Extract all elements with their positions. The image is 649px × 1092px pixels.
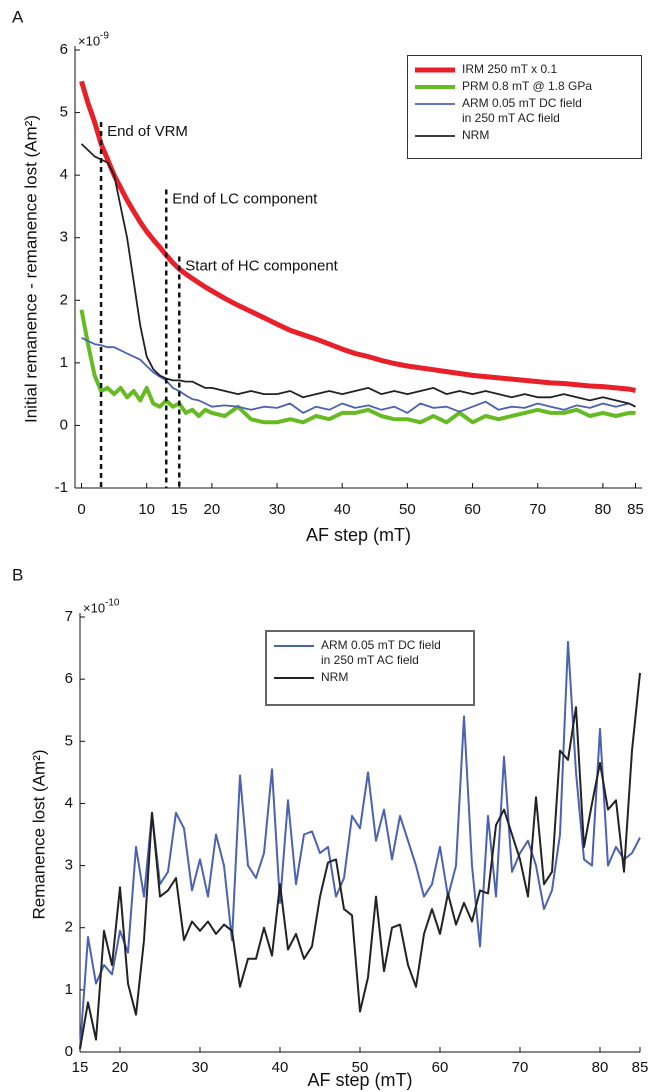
x-tick-label: 15 bbox=[72, 1059, 89, 1076]
legend-swatch bbox=[274, 677, 314, 679]
y-tick-label: 6 bbox=[60, 41, 68, 58]
x-tick-label: 20 bbox=[112, 1059, 129, 1076]
y-tick-label: 3 bbox=[60, 229, 68, 246]
x-axis-label: AF step (mT) bbox=[306, 525, 411, 545]
legend-label: PRM 0.8 mT @ 1.8 GPa bbox=[462, 79, 593, 93]
legend-entry: ARM 0.05 mT DC field in 250 mT AC field bbox=[273, 638, 467, 668]
y-tick-label: 5 bbox=[65, 732, 73, 749]
legend-label: IRM 250 mT x 0.1 bbox=[462, 62, 558, 76]
data-line bbox=[79, 640, 641, 1049]
x-tick-label: 20 bbox=[204, 501, 221, 518]
annotation-text: End of LC component bbox=[172, 191, 318, 208]
y-tick-label: 4 bbox=[60, 166, 68, 183]
x-tick-label: 60 bbox=[432, 1059, 449, 1076]
y-multiplier-base: ×10 bbox=[83, 600, 105, 615]
data-line bbox=[80, 143, 636, 408]
y-tick-label: 1 bbox=[65, 981, 73, 998]
y-tick-label: 5 bbox=[60, 104, 68, 121]
y-tick-label: 0 bbox=[65, 1043, 73, 1060]
legend-entry: ARM 0.05 mT DC field in 250 mT AC field bbox=[414, 96, 635, 126]
data-line bbox=[81, 336, 636, 414]
x-tick-label: 85 bbox=[632, 1059, 649, 1076]
legend-swatch bbox=[415, 135, 455, 137]
y-tick-label: 2 bbox=[65, 919, 73, 936]
y-axis-label: Remanence lost (Am²) bbox=[29, 749, 48, 919]
panel-label: A bbox=[12, 7, 24, 26]
x-tick-label: 0 bbox=[77, 501, 85, 518]
x-tick-label: 40 bbox=[334, 501, 351, 518]
panel-label: B bbox=[12, 565, 23, 584]
legend-entry: PRM 0.8 mT @ 1.8 GPa bbox=[414, 79, 635, 94]
y-tick-label: -1 bbox=[55, 479, 68, 496]
x-tick-label: 60 bbox=[464, 501, 481, 518]
annotation-text: End of VRM bbox=[107, 123, 188, 140]
legend-label: ARM 0.05 mT DC field in 250 mT AC field bbox=[462, 96, 582, 125]
y-axis-label: Initial remanence - remanence lost (Am²) bbox=[21, 115, 40, 423]
x-tick-label: 15 bbox=[171, 501, 188, 518]
data-line bbox=[79, 80, 636, 393]
legend: ARM 0.05 mT DC field in 250 mT AC field N… bbox=[265, 630, 475, 706]
legend-swatch bbox=[274, 645, 314, 647]
legend-entry: NRM bbox=[273, 670, 467, 685]
legend-swatch bbox=[415, 85, 455, 89]
y-tick-label: 4 bbox=[65, 794, 73, 811]
x-tick-label: 50 bbox=[399, 501, 416, 518]
annotation-text: Start of HC component bbox=[185, 257, 338, 274]
legend-swatch bbox=[415, 67, 455, 73]
x-tick-label: 30 bbox=[192, 1059, 209, 1076]
legend-label: NRM bbox=[462, 128, 490, 142]
x-tick-label: 80 bbox=[592, 1059, 609, 1076]
y-multiplier-exponent: -10 bbox=[105, 598, 120, 609]
legend-entry: NRM bbox=[414, 128, 635, 143]
x-tick-label: 30 bbox=[269, 501, 286, 518]
legend-label: ARM 0.05 mT DC field in 250 mT AC field bbox=[321, 638, 441, 667]
legend-entry: IRM 250 mT x 0.1 bbox=[414, 62, 635, 77]
x-tick-label: 80 bbox=[595, 501, 612, 518]
y-tick-label: 6 bbox=[65, 670, 73, 687]
y-tick-label: 3 bbox=[65, 857, 73, 874]
x-tick-label: 70 bbox=[512, 1059, 529, 1076]
x-tick-label: 40 bbox=[272, 1059, 289, 1076]
y-multiplier-base: ×10 bbox=[78, 33, 100, 48]
x-tick-label: 10 bbox=[138, 501, 155, 518]
y-tick-label: 1 bbox=[60, 354, 68, 371]
legend-label: NRM bbox=[321, 670, 349, 684]
data-line bbox=[79, 672, 641, 1050]
x-tick-label: 50 bbox=[352, 1059, 369, 1076]
legend-swatch bbox=[415, 103, 455, 105]
x-tick-label: 70 bbox=[529, 501, 546, 518]
y-tick-label: 0 bbox=[60, 416, 68, 433]
legend: IRM 250 mT x 0.1 PRM 0.8 mT @ 1.8 GPa ARM … bbox=[407, 55, 642, 159]
x-tick-label: 85 bbox=[627, 501, 644, 518]
data-line bbox=[79, 309, 636, 425]
x-axis-label: AF step (mT) bbox=[307, 1070, 412, 1090]
y-multiplier-exponent: -9 bbox=[100, 31, 109, 42]
y-tick-label: 7 bbox=[65, 608, 73, 625]
y-tick-label: 2 bbox=[60, 291, 68, 308]
